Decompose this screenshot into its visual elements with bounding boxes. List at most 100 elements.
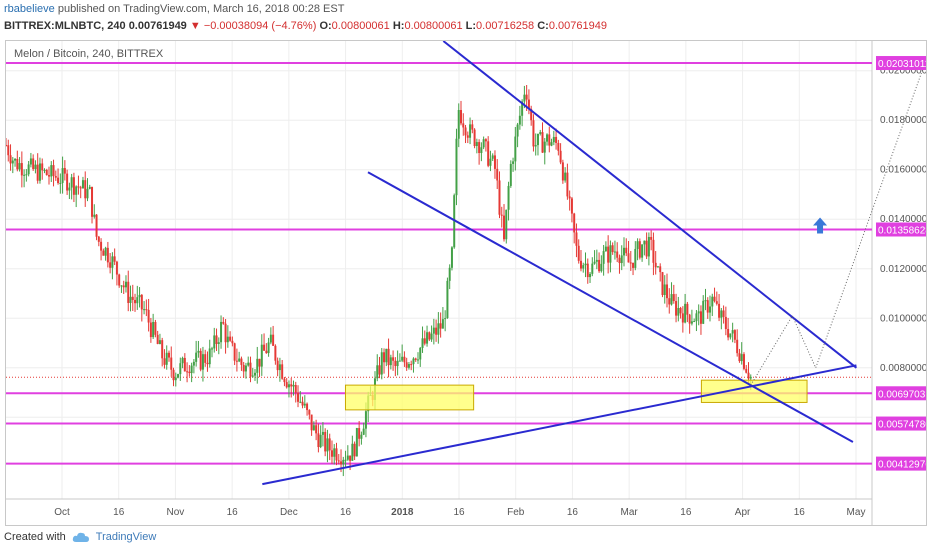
price-label-box — [876, 222, 926, 237]
candle-body — [410, 364, 413, 366]
candle-body — [742, 354, 745, 369]
candle-body — [54, 175, 57, 178]
candle-body — [444, 318, 447, 320]
candle-body — [349, 455, 352, 461]
candle-body — [684, 303, 687, 323]
candle-body — [63, 168, 66, 174]
candle-body — [287, 384, 290, 388]
candle-body — [113, 256, 116, 262]
candle-body — [290, 384, 293, 387]
candle-body — [360, 434, 363, 439]
candle-body — [722, 310, 725, 317]
candle-body — [124, 281, 127, 288]
candle-body — [224, 323, 227, 343]
candle-body — [457, 109, 460, 139]
candle-body — [152, 321, 155, 338]
candle-body — [455, 138, 458, 196]
candle-body — [222, 321, 225, 324]
candle-body — [127, 281, 130, 303]
candle-body — [34, 164, 37, 170]
candle-body — [41, 163, 44, 171]
candle-body — [620, 255, 623, 264]
candle-body — [582, 265, 585, 269]
created-with-text: Created with — [4, 531, 66, 543]
candle-body — [358, 428, 361, 439]
candle-body — [729, 333, 732, 338]
candle-body — [437, 323, 440, 335]
x-tick-label: Feb — [507, 507, 525, 518]
candle-body — [274, 345, 277, 361]
candle-body — [167, 352, 170, 358]
candle-body — [186, 371, 189, 373]
x-tick-label: 16 — [340, 507, 352, 518]
candle-body — [102, 250, 105, 256]
candle-body — [428, 332, 431, 340]
candle-body — [638, 241, 641, 258]
candle-body — [693, 321, 696, 323]
candle-body — [387, 348, 390, 366]
candle-body — [254, 372, 257, 376]
candle-body — [650, 236, 653, 240]
candle-body — [702, 300, 705, 324]
x-tick-label: Oct — [54, 507, 70, 518]
candle-body — [326, 438, 329, 452]
candle-body — [86, 188, 89, 199]
author-link[interactable]: rbabelieve — [4, 3, 55, 15]
candle-body — [543, 141, 546, 153]
support-zone-box — [344, 384, 475, 411]
candle-body — [466, 135, 469, 138]
candle-body — [430, 333, 433, 340]
candle-body — [699, 311, 702, 324]
candle-body — [469, 124, 472, 138]
candle-body — [199, 350, 202, 370]
candle-body — [681, 313, 684, 323]
candle-body — [403, 356, 406, 363]
candle-body — [235, 360, 238, 362]
candle-body — [525, 94, 528, 100]
candle-body — [138, 294, 141, 298]
candle-body — [310, 414, 313, 431]
candle-body — [489, 158, 492, 166]
candle-body — [256, 358, 259, 373]
candle-body — [333, 448, 336, 457]
candle-body — [507, 185, 510, 210]
candle-body — [29, 158, 32, 165]
candle-body — [120, 285, 123, 287]
candle-body — [534, 145, 537, 147]
candle-body — [106, 247, 109, 263]
candle-body — [11, 160, 14, 164]
candle-body — [52, 165, 55, 176]
candle-body — [749, 376, 752, 379]
candle-body — [589, 273, 592, 278]
high-label: H: — [392, 20, 405, 32]
candle-body — [88, 186, 91, 189]
candle-body — [315, 425, 318, 434]
candle-body — [251, 375, 254, 377]
candle-body — [247, 362, 250, 366]
tradingview-link[interactable]: TradingView — [95, 531, 157, 543]
candle-body — [190, 365, 193, 374]
candle-body — [48, 175, 51, 177]
candle-body — [629, 262, 632, 264]
candle-body — [747, 372, 750, 379]
candle-body — [165, 352, 168, 365]
x-tick-label: Mar — [621, 507, 639, 518]
candle-body — [532, 120, 535, 147]
candle-body — [675, 301, 678, 316]
candle-body — [654, 262, 657, 268]
candle-body — [600, 263, 603, 272]
candle-body — [450, 247, 453, 268]
candle-body — [736, 339, 739, 354]
candle-body — [389, 357, 392, 366]
candle-body — [419, 347, 422, 360]
candle-body — [276, 360, 279, 371]
candle-body — [383, 352, 386, 363]
candle-body — [557, 142, 560, 151]
candle-body — [423, 338, 426, 344]
candle-body — [505, 209, 508, 240]
candle-body — [516, 124, 519, 137]
candle-body — [552, 136, 555, 143]
candle-body — [564, 172, 567, 181]
